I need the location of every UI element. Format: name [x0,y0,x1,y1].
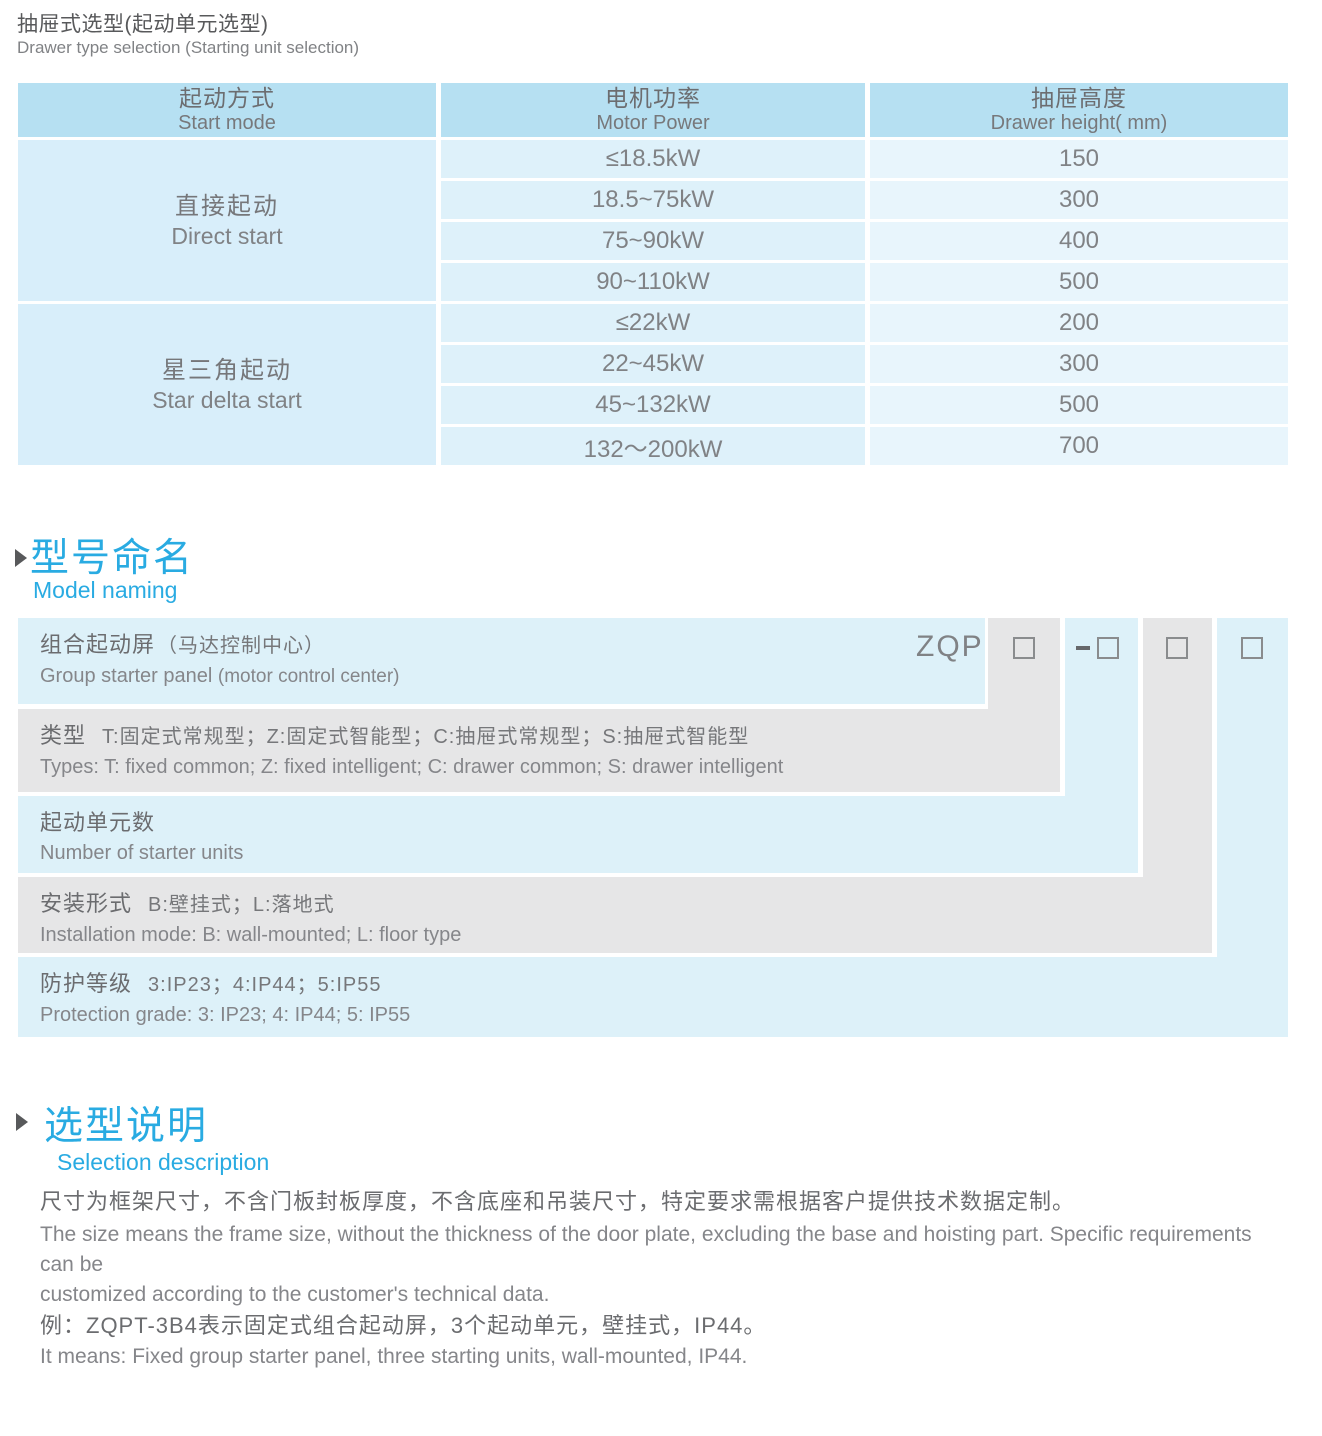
drawer-selection-table: 起动方式 Start mode 电机功率 Motor Power 抽屉高度 Dr… [18,83,1288,465]
table-cell-height: 150 [870,140,1288,178]
start-mode-cell-direct: 直接起动 Direct start [18,140,436,301]
table-header-motor-power: 电机功率 Motor Power [441,83,865,137]
diagram-column-units [1065,618,1138,873]
table-cell-height: 700 [870,427,1288,465]
diagram-column-protection [1217,618,1288,1037]
table-cell-height: 200 [870,304,1288,342]
table-cell-power: 75~90kW [441,222,865,260]
diagram-band-group-starter-panel: 组合起动屏 （马达控制中心） Group starter panel (motor… [18,618,985,704]
section-arrow-icon [15,549,27,567]
table-cell-power: 45~132kW [441,386,865,424]
diagram-band-installation-mode: 安装形式 B:壁挂式；L:落地式 Installation mode: B: wa… [18,877,1212,953]
table-cell-power: ≤22kW [441,304,865,342]
band1-label-en: Group starter panel (motor control cente… [40,665,400,687]
diagram-column-type [988,618,1060,792]
header-drawer-height-en: Drawer height( mm) [990,112,1168,134]
section-title-selection-zh: 选型说明 [44,1105,209,1148]
band5-label-zh: 防护等级 3:IP23；4:IP44；5:IP55 [40,971,382,996]
table-cell-height: 500 [870,263,1288,301]
band4-label-zh: 安装形式 B:壁挂式；L:落地式 [40,891,335,916]
section-title-model-naming-en: Model naming [33,577,178,603]
selection-description-paragraph: 尺寸为框架尺寸，不含门板封板厚度，不含底座和吊装尺寸，特定要求需根据客户提供技术… [40,1186,1290,1372]
table-cell-power: 18.5~75kW [441,181,865,219]
header-motor-power-en: Motor Power [596,112,710,134]
model-code-dash [1076,646,1090,650]
section-arrow-icon [16,1113,28,1131]
band4-label-en: Installation mode: B: wall-mounted; L: f… [40,924,462,946]
star-delta-start-zh: 星三角起动 [162,356,292,384]
model-code-box-protection [1241,637,1263,659]
page-title-zh: 抽屉式选型(起动单元选型) [17,13,269,36]
diagram-band-types: 类型 T:固定式常规型；Z:固定式智能型；C:抽屉式常规型；S:抽屉式智能型 Ty… [18,709,1060,792]
band3-label-en: Number of starter units [40,842,244,864]
table-cell-power: ≤18.5kW [441,140,865,178]
table-cell-height: 300 [870,181,1288,219]
table-header-start-mode: 起动方式 Start mode [18,83,436,137]
table-cell-height: 500 [870,386,1288,424]
direct-start-en: Direct start [171,222,283,249]
model-prefix: ZQP [916,630,984,663]
diagram-column-installation [1143,618,1212,953]
table-cell-power: 132～200kW [441,427,865,465]
table-cell-power: 22~45kW [441,345,865,383]
band3-label-zh: 起动单元数 [40,810,156,835]
direct-start-zh: 直接起动 [175,192,279,220]
model-code-box-installation [1166,637,1188,659]
diagram-band-starter-units: 起动单元数 Number of starter units [18,796,1138,873]
header-drawer-height-zh: 抽屉高度 [1031,85,1127,111]
table-cell-height: 300 [870,345,1288,383]
description-line-zh: 尺寸为框架尺寸，不含门板封板厚度，不含底座和吊装尺寸，特定要求需根据客户提供技术… [40,1189,1076,1214]
section-title-model-naming-zh: 型号命名 [30,537,195,580]
description-line-en: customized according to the customer's t… [40,1283,550,1306]
start-mode-cell-star-delta: 星三角起动 Star delta start [18,304,436,465]
header-start-mode-en: Start mode [178,112,276,134]
section-title-selection-en: Selection description [57,1149,270,1175]
band5-label-en: Protection grade: 3: IP23; 4: IP44; 5: I… [40,1004,411,1026]
example-line-zh: 例：ZQPT-3B4表示固定式组合起动屏，3个起动单元，壁挂式，IP44。 [40,1313,767,1338]
header-motor-power-zh: 电机功率 [605,85,701,111]
page-title-en: Drawer type selection (Starting unit sel… [17,38,360,57]
table-cell-power: 90~110kW [441,263,865,301]
model-code-box-type [1013,637,1035,659]
star-delta-start-en: Star delta start [152,386,302,413]
description-line-en: The size means the frame size, without t… [40,1223,1252,1276]
table-cell-height: 400 [870,222,1288,260]
example-line-en: It means: Fixed group starter panel, thr… [40,1345,748,1368]
header-start-mode-zh: 起动方式 [179,85,275,111]
table-header-drawer-height: 抽屉高度 Drawer height( mm) [870,83,1288,137]
band2-label-en: Types: T: fixed common; Z: fixed intelli… [40,756,784,778]
band1-label-zh: 组合起动屏 （马达控制中心） [40,632,326,657]
diagram-band-protection-grade: 防护等级 3:IP23；4:IP44；5:IP55 Protection grad… [18,957,1288,1037]
model-code-box-units [1097,637,1119,659]
band2-label-zh: 类型 T:固定式常规型；Z:固定式智能型；C:抽屉式常规型；S:抽屉式智能型 [40,723,750,748]
